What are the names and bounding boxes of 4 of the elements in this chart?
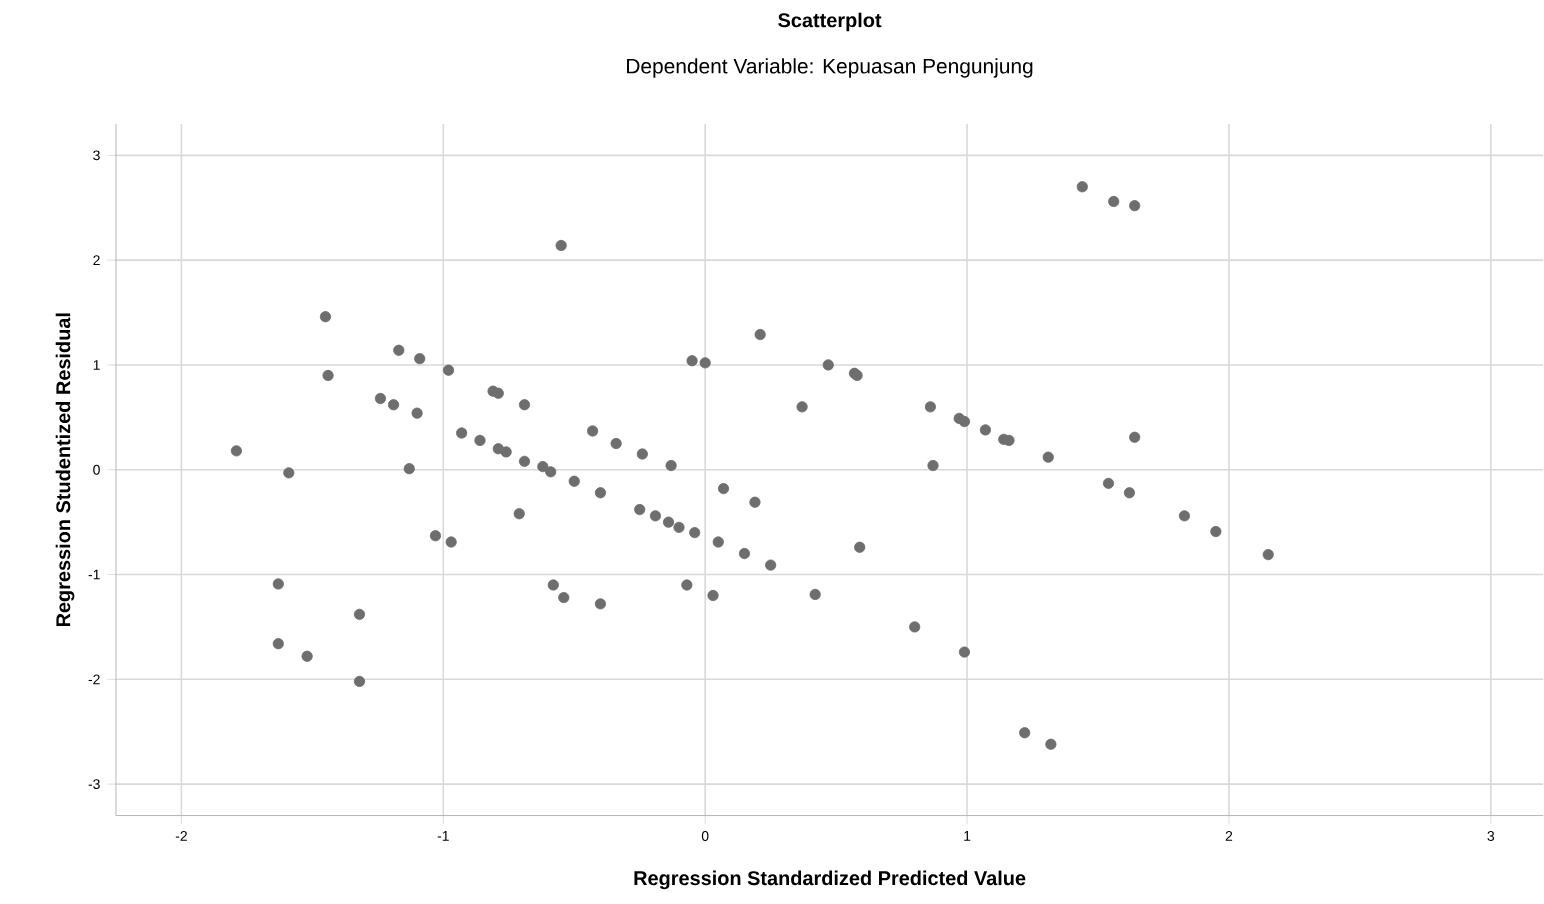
y-axis-title: Regression Studentized Residual	[55, 313, 75, 627]
chart-subtitle: Dependent Variable: Kepuasan Pengunjung	[627, 58, 1033, 78]
x-axis-title: Regression Standardized Predicted Value	[634, 870, 1026, 890]
chart-title: Scatterplot	[778, 12, 882, 32]
